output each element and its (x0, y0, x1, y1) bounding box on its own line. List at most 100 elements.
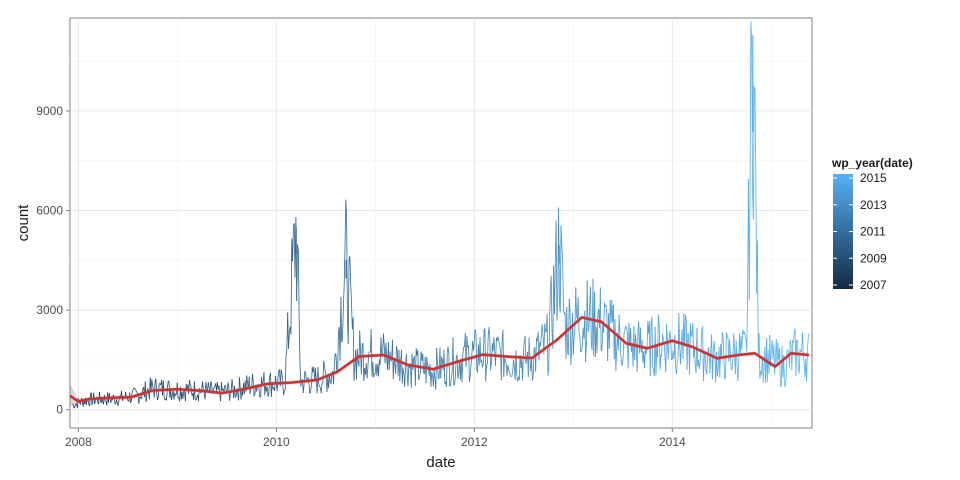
count-segment (455, 357, 457, 375)
count-segment (689, 323, 691, 375)
count-segment (779, 348, 781, 387)
count-segment (396, 346, 398, 352)
count-segment (425, 356, 428, 384)
count-segment (748, 179, 751, 301)
count-segment (431, 371, 433, 375)
count-segment (231, 379, 234, 387)
count-segment (687, 333, 690, 336)
count-segment (213, 385, 216, 388)
count-segment (500, 340, 503, 381)
count-segment (390, 360, 392, 362)
count-segment (561, 245, 564, 261)
count-segment (399, 364, 402, 381)
count-segment (292, 225, 294, 262)
legend-label: 2009 (860, 251, 887, 265)
count-segment (419, 373, 421, 378)
count-segment (733, 333, 735, 349)
count-segment (703, 358, 705, 381)
count-segment (73, 406, 76, 409)
count-segment (275, 375, 277, 384)
count-segment (446, 352, 448, 387)
count-segment (744, 336, 747, 339)
count-segment (383, 333, 385, 346)
count-segment (91, 400, 94, 406)
count-segment (401, 349, 403, 384)
count-segment (690, 334, 693, 337)
count-segment (182, 390, 185, 399)
count-segment (620, 354, 622, 365)
count-segment (447, 346, 450, 357)
count-segment (419, 351, 422, 374)
count-segment (546, 313, 549, 376)
legend-labels: 2015 2013 2011 2009 2007 (833, 171, 887, 292)
count-segment (249, 389, 252, 395)
count-segment (346, 216, 348, 319)
count-segment (807, 332, 810, 338)
count-segment (210, 381, 212, 384)
count-segment (417, 350, 420, 380)
count-segment (268, 376, 271, 395)
count-segment (465, 336, 468, 368)
count-segment (627, 323, 630, 369)
count-segment (692, 323, 695, 358)
count-segment (528, 337, 531, 357)
count-segment (317, 366, 320, 385)
count-segment (485, 363, 487, 382)
count-segment (466, 335, 469, 348)
count-segment (252, 373, 254, 383)
count-segment (373, 373, 375, 378)
count-segment (588, 305, 591, 328)
count-segment (555, 220, 558, 321)
count-segment (252, 382, 255, 397)
count-segment (570, 347, 573, 365)
count-segment (392, 359, 395, 379)
count-segment (789, 339, 792, 346)
count-segment (302, 384, 305, 393)
count-segment (320, 382, 323, 394)
count-segment (166, 381, 169, 389)
count-segment (359, 330, 361, 350)
count-segment (347, 258, 350, 344)
count-segment (562, 260, 564, 309)
count-segment (721, 332, 723, 358)
count-segment (184, 383, 187, 402)
count-segment (737, 367, 740, 381)
count-segment (422, 353, 424, 373)
count-segment (284, 389, 286, 392)
count-segment (498, 341, 501, 346)
count-segment (228, 385, 230, 401)
count-segment (799, 349, 802, 352)
count-segment (352, 317, 355, 381)
count-segment (356, 348, 359, 363)
count-segment (531, 359, 533, 381)
smooth-layer (69, 315, 810, 406)
count-segment (296, 244, 298, 301)
count-segment (793, 331, 795, 343)
count-segment (94, 400, 96, 405)
count-segment (723, 359, 726, 380)
count-segment (322, 360, 325, 383)
count-segment (504, 359, 507, 364)
count-segment (622, 333, 625, 356)
count-segment (508, 370, 510, 372)
count-segment (698, 361, 701, 369)
count-segment (449, 385, 451, 387)
count-segment (572, 312, 574, 355)
count-segment (515, 350, 518, 377)
count-segment (437, 362, 439, 379)
count-segment (235, 396, 237, 398)
count-segment (651, 316, 654, 367)
count-segment (800, 351, 802, 353)
y-axis-title: count (15, 204, 32, 242)
count-segment (298, 317, 301, 364)
count-segment (573, 327, 576, 339)
count-segment (318, 384, 320, 388)
count-segment (130, 400, 132, 404)
count-segment (725, 332, 727, 378)
count-segment (138, 397, 140, 404)
count-segment (404, 366, 406, 388)
count-segment (644, 348, 646, 368)
count-segment (380, 337, 383, 357)
count-segment (635, 334, 637, 346)
count-segment (634, 334, 636, 360)
